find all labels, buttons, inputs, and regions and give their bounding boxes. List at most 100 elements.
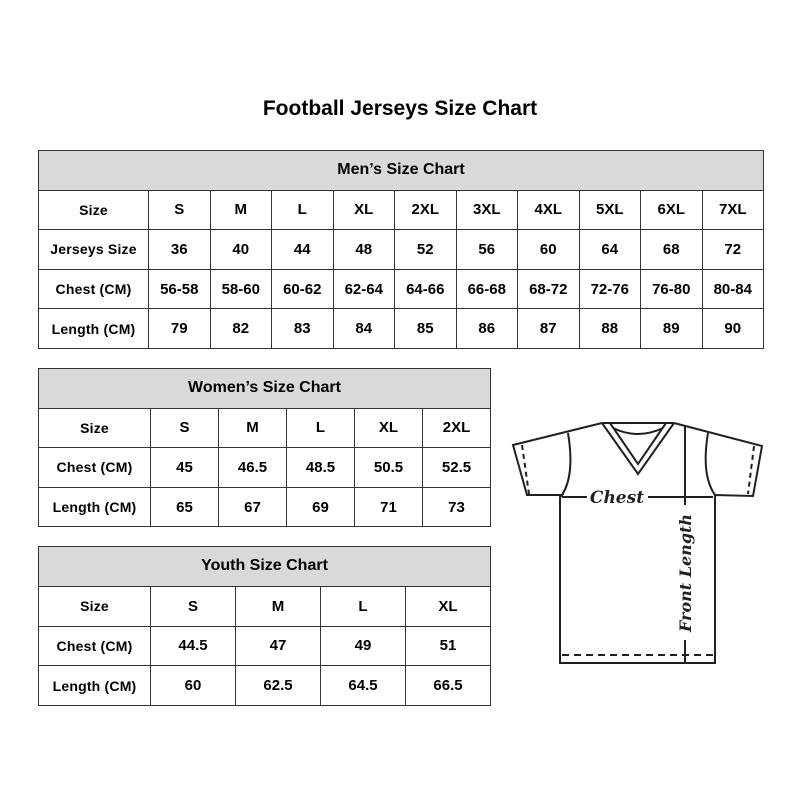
table-cell: 85 (394, 308, 457, 349)
mens-size-table: Men’s Size Chart Size S M L XL 2XL 3XL 4XL 5XL 6X… (38, 150, 764, 349)
table-cell: 5XL (578, 189, 641, 231)
row-label: Length (CM) (38, 665, 151, 707)
row-label: Jerseys Size (38, 229, 149, 270)
table-cell: 7XL (701, 189, 764, 231)
table-row: Size S M L XL 2XL 3XL 4XL 5XL 6XL 7XL (38, 189, 764, 231)
left-armhole (561, 432, 572, 496)
chest-label: Chest (590, 488, 644, 508)
table-cell: 60 (517, 229, 580, 270)
womens-size-table: Women’s Size Chart Size S M L XL 2XL Chest (CM… (38, 368, 491, 528)
table-cell: 46.5 (218, 447, 287, 488)
table-cell: 89 (640, 308, 703, 349)
table-cell: 50.5 (354, 447, 423, 488)
table-cell: 44.5 (150, 625, 236, 667)
table-row: Size S M L XL 2XL (38, 407, 491, 449)
table-cell: 65 (150, 486, 219, 528)
table-cell: XL (332, 189, 395, 231)
table-cell: 71 (354, 486, 423, 528)
table-cell: 66-68 (455, 268, 518, 310)
table-cell: 64.5 (320, 665, 406, 707)
table-cell: XL (354, 407, 423, 449)
table-row: Length (CM) 60 62.5 64.5 66.5 (38, 665, 491, 707)
table-cell: 4XL (517, 189, 580, 231)
row-label: Length (CM) (38, 308, 149, 349)
table-cell: 52.5 (422, 447, 491, 488)
table-row: Chest (CM) 56-58 58-60 60-62 62-64 64-66 66-68… (38, 268, 764, 310)
table-cell: 60-62 (271, 268, 334, 310)
table-cell: 51 (405, 625, 491, 667)
table-cell: L (286, 407, 355, 449)
table-cell: M (218, 407, 287, 449)
table-cell: 62.5 (235, 665, 321, 707)
table-cell: 88 (578, 308, 641, 349)
table-cell: 84 (332, 308, 395, 349)
page-title: Football Jerseys Size Chart (262, 97, 538, 120)
table-cell: 6XL (640, 189, 703, 231)
right-armhole (704, 432, 716, 496)
table-cell: 68-72 (517, 268, 580, 310)
table-cell: 66.5 (405, 665, 491, 707)
table-row: Chest (CM) 44.5 47 49 51 (38, 625, 491, 667)
table-cell: XL (405, 585, 491, 627)
table-cell: 64-66 (394, 268, 457, 310)
table-cell: 79 (148, 308, 211, 349)
collar (601, 422, 675, 476)
youth-table-title: Youth Size Chart (38, 546, 491, 587)
table-cell: 48.5 (286, 447, 355, 488)
table-cell: 60 (150, 665, 236, 707)
row-label: Length (CM) (38, 486, 151, 528)
table-cell: 44 (271, 229, 334, 270)
table-cell: S (150, 585, 236, 627)
table-cell: 47 (235, 625, 321, 667)
table-cell: 80-84 (701, 268, 764, 310)
table-cell: 90 (701, 308, 764, 349)
row-label: Chest (CM) (38, 268, 149, 310)
table-cell: L (271, 189, 334, 231)
table-cell: 69 (286, 486, 355, 528)
row-label: Chest (CM) (38, 625, 151, 667)
table-cell: 40 (209, 229, 272, 270)
mens-table-title: Men’s Size Chart (38, 150, 764, 191)
row-label: Chest (CM) (38, 447, 151, 488)
table-cell: 72 (701, 229, 764, 270)
table-row: Jerseys Size 36 40 44 48 52 56 60 64 68 72 (38, 229, 764, 270)
table-row: Length (CM) 65 67 69 71 73 (38, 486, 491, 528)
table-cell: 72-76 (578, 268, 641, 310)
table-cell: M (235, 585, 321, 627)
table-cell: 83 (271, 308, 334, 349)
front-length-label: Front Length (676, 514, 695, 633)
table-cell: 56 (455, 229, 518, 270)
table-cell: 3XL (455, 189, 518, 231)
table-cell: 82 (209, 308, 272, 349)
table-cell: L (320, 585, 406, 627)
table-cell: 67 (218, 486, 287, 528)
table-cell: 2XL (394, 189, 457, 231)
table-cell: 86 (455, 308, 518, 349)
table-cell: 49 (320, 625, 406, 667)
row-label: Size (38, 407, 151, 449)
table-cell: 56-58 (148, 268, 211, 310)
jersey-measurement-diagram: Chest Front Length (511, 422, 764, 664)
table-cell: 2XL (422, 407, 491, 449)
table-cell: 45 (150, 447, 219, 488)
row-label: Size (38, 585, 151, 627)
table-row: Size S M L XL (38, 585, 491, 627)
table-cell: S (150, 407, 219, 449)
table-cell: 62-64 (332, 268, 395, 310)
table-cell: 76-80 (640, 268, 703, 310)
jersey-outline (511, 422, 764, 664)
table-cell: S (148, 189, 211, 231)
table-row: Chest (CM) 45 46.5 48.5 50.5 52.5 (38, 447, 491, 488)
table-cell: 58-60 (209, 268, 272, 310)
table-cell: 68 (640, 229, 703, 270)
womens-table-title: Women’s Size Chart (38, 368, 491, 409)
table-cell: 87 (517, 308, 580, 349)
youth-size-table: Youth Size Chart Size S M L XL Chest (CM) 44.5… (38, 546, 491, 707)
sleeve-hem-dashes (521, 444, 755, 495)
table-row: Length (CM) 79 82 83 84 85 86 87 88 89 90 (38, 308, 764, 349)
table-cell: 73 (422, 486, 491, 528)
row-label: Size (38, 189, 149, 231)
table-cell: 36 (148, 229, 211, 270)
table-cell: 48 (332, 229, 395, 270)
